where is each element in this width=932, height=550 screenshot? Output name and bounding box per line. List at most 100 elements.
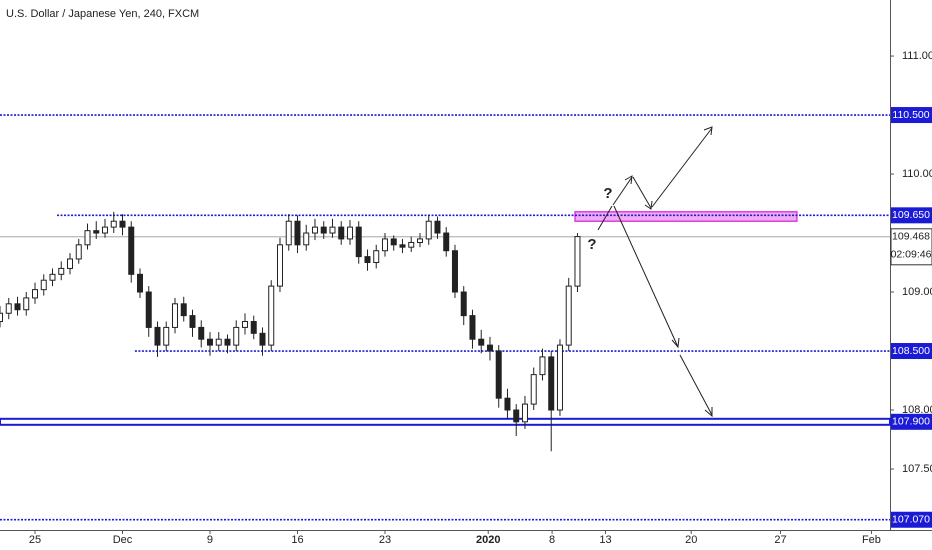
candle-body (163, 326, 170, 346)
level-label: 108.500 (892, 345, 930, 357)
candle-body (513, 409, 520, 423)
arrowhead (624, 175, 633, 185)
chart-title: U.S. Dollar / Japanese Yen, 240, FXCM (6, 8, 199, 20)
candle-body (434, 220, 441, 234)
candle-body (303, 232, 310, 246)
candle-body (451, 250, 458, 293)
arrowhead (704, 407, 713, 418)
x-tick-label: 13 (599, 534, 611, 546)
x-tick-label: 16 (291, 534, 303, 546)
y-tick-label: 109.000 (902, 286, 932, 298)
candle-body (408, 241, 415, 248)
level-label: 107.070 (892, 514, 930, 526)
candle-body (399, 244, 406, 248)
candle-body (128, 226, 135, 275)
candle-body (416, 238, 423, 243)
candle-body (338, 226, 345, 240)
arrow (613, 205, 679, 348)
level-label-box (891, 343, 932, 360)
candle-body (241, 321, 248, 328)
candle-body (145, 291, 152, 328)
candle-body (425, 220, 432, 240)
annotation: ? (587, 236, 596, 253)
candle-body (548, 356, 555, 411)
arrowhead (671, 337, 680, 349)
level-label-box (891, 413, 932, 430)
candle-body (58, 267, 65, 275)
candle-body (14, 303, 21, 311)
candle-body (0, 312, 3, 323)
candle-body (346, 226, 353, 240)
candle-body (198, 326, 205, 340)
level-label: 110.500 (892, 109, 929, 121)
annotation-arrows (597, 126, 713, 418)
level-label: 109.650 (892, 209, 930, 221)
annotation: ? (603, 185, 612, 202)
candle-body (31, 289, 38, 299)
x-tick-label: 20 (685, 534, 697, 546)
arrow (612, 176, 633, 206)
candle-body (276, 244, 283, 287)
x-tick-label: 8 (549, 534, 555, 546)
x-tick-label: 23 (379, 534, 391, 546)
candle-body (478, 338, 485, 346)
candle-body (294, 220, 301, 246)
candle-body (110, 220, 117, 228)
x-tick-label: Feb (862, 534, 881, 546)
candle-body (311, 226, 318, 234)
candle-body (119, 220, 126, 228)
candle-body (49, 273, 56, 281)
candle-body (171, 303, 178, 328)
candle-body (285, 220, 292, 246)
candle-body (189, 315, 196, 328)
candle-body (504, 397, 511, 411)
candle-body (329, 226, 336, 234)
y-tick-label: 111.000 (902, 50, 932, 62)
level-label: 107.900 (892, 416, 930, 428)
candle-body (233, 326, 240, 346)
candle-body (443, 232, 450, 252)
plot (0, 114, 891, 521)
candle-body (574, 236, 581, 287)
candle-body (486, 344, 493, 352)
candle-body (530, 374, 537, 405)
level-label-box (891, 207, 932, 224)
last-price-label: 109.468 (892, 231, 930, 243)
candle-body (40, 279, 47, 291)
candle-body (224, 338, 231, 346)
candle-body (206, 338, 213, 346)
arrow (597, 205, 613, 231)
level-label-box (891, 511, 932, 528)
candle-body (93, 230, 100, 234)
candle-body (390, 238, 397, 246)
candle-body (373, 250, 380, 264)
arrow (679, 354, 713, 416)
candle-body (5, 303, 12, 314)
candle-body (154, 326, 161, 346)
candle-body (136, 273, 143, 293)
candle-body (460, 291, 467, 317)
x-tick-label: 2020 (476, 534, 500, 546)
candle-body (259, 332, 266, 346)
candle-body (23, 297, 30, 311)
candle-body (180, 303, 187, 317)
candle-body (539, 356, 546, 376)
y-tick-label: 108.000 (902, 404, 932, 416)
arrow (651, 127, 713, 208)
candle-body (268, 285, 275, 346)
candle-body (75, 244, 82, 260)
arrowhead (644, 200, 653, 210)
x-tick-label: 25 (29, 534, 41, 546)
candle-body (84, 230, 91, 246)
candle-body (381, 238, 388, 252)
candle-body (250, 321, 257, 334)
level-label-box (891, 107, 932, 124)
x-tick-label: 9 (207, 534, 213, 546)
candle-body (521, 403, 528, 423)
candle-body (101, 226, 108, 234)
level-band (0, 417, 891, 426)
candle-body (495, 350, 502, 399)
